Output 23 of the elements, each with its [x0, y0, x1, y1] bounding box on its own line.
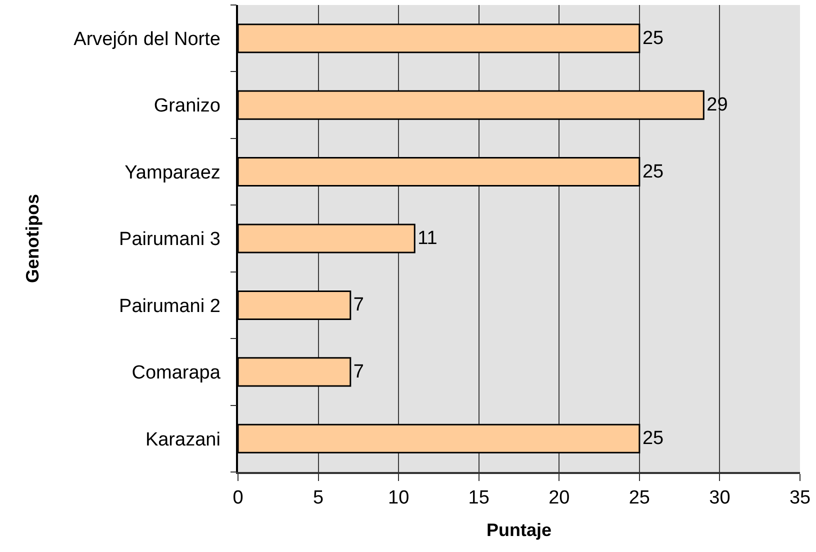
data-label: 11 — [418, 228, 438, 249]
y-tick-label: Pairumani 2 — [119, 296, 220, 317]
data-label: 7 — [353, 361, 364, 382]
y-axis-title: Genotipos — [22, 194, 42, 283]
y-tick-label: Karazani — [145, 429, 220, 450]
x-tick-label: 10 — [388, 488, 410, 509]
y-tick-label: Arvejón del Norte — [74, 29, 220, 50]
x-tick-label: 25 — [628, 488, 650, 509]
x-axis-title: Puntaje — [486, 520, 552, 540]
x-tick-label: 0 — [232, 488, 244, 509]
x-tick-label: 35 — [789, 488, 811, 509]
x-tick-label: 30 — [709, 488, 730, 509]
data-label: 25 — [642, 28, 664, 49]
data-label: 7 — [353, 294, 364, 316]
data-label: 25 — [642, 161, 664, 182]
y-tick-label: Yamparaez — [124, 162, 220, 184]
x-tick-label: 5 — [313, 488, 324, 509]
x-tick-label: 20 — [548, 488, 570, 509]
y-tick-label: Granizo — [154, 96, 220, 117]
y-tick-label: Comarapa — [132, 362, 221, 384]
y-tick-label: Pairumani 3 — [119, 229, 220, 250]
data-label: 25 — [642, 428, 664, 450]
x-tick-label: 15 — [468, 488, 490, 509]
